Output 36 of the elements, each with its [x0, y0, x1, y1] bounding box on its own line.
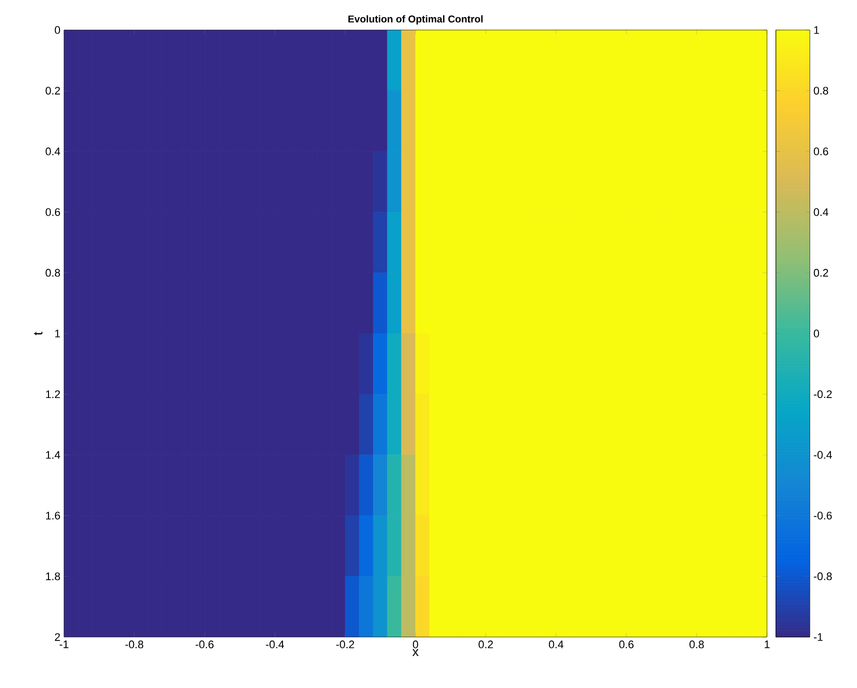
color-bar-label: -0.6 — [814, 512, 832, 520]
x-tick-label: 1 — [764, 640, 770, 648]
x-tick-label: -0.6 — [196, 640, 214, 648]
color-bar-label: -0.8 — [814, 572, 832, 580]
color-bar-label: 1 — [814, 26, 819, 34]
y-tick-label: 1.4 — [46, 451, 60, 459]
color-bar-label: 0.6 — [814, 148, 828, 156]
color-bar-label: 0 — [814, 330, 820, 338]
x-tick-label: -1 — [60, 640, 68, 648]
x-tick-label: -0.8 — [125, 640, 144, 648]
y-tick-label: 1.6 — [46, 512, 60, 520]
y-tick-label: 2 — [54, 633, 60, 641]
y-tick-label: 1.8 — [46, 572, 60, 580]
x-tick-label: -0.4 — [266, 640, 284, 648]
x-tick-label: 0 — [412, 640, 418, 648]
y-tick-label: 1.2 — [46, 390, 60, 398]
color-bar-label: -0.4 — [814, 451, 832, 459]
color-bar-label: 0.2 — [814, 268, 828, 277]
color-bar-label: 0.8 — [814, 86, 828, 95]
y-tick-label: 0 — [54, 26, 60, 34]
y-tick-label: 0.2 — [46, 86, 60, 95]
y-tick-label: 0.8 — [46, 268, 60, 277]
x-tick-label: 0.8 — [690, 640, 704, 648]
x-tick-label: 0.2 — [478, 640, 493, 648]
x-axis-title: x — [412, 649, 419, 656]
y-axis-title: t — [34, 332, 42, 336]
y-tick-label: 0.4 — [46, 148, 60, 156]
color-bar-label: -0.2 — [814, 390, 832, 398]
x-tick-label: 0.6 — [619, 640, 634, 648]
color-bar-label: -1 — [814, 633, 823, 641]
x-tick-label: 0.4 — [548, 640, 564, 648]
y-tick-label: 0.6 — [46, 208, 60, 216]
color-bar-label: 0.4 — [814, 208, 828, 216]
chart-title: Evolution of Optimal Control — [348, 15, 483, 24]
y-tick-label: 1 — [55, 330, 60, 338]
x-tick-label: -0.2 — [336, 640, 354, 648]
